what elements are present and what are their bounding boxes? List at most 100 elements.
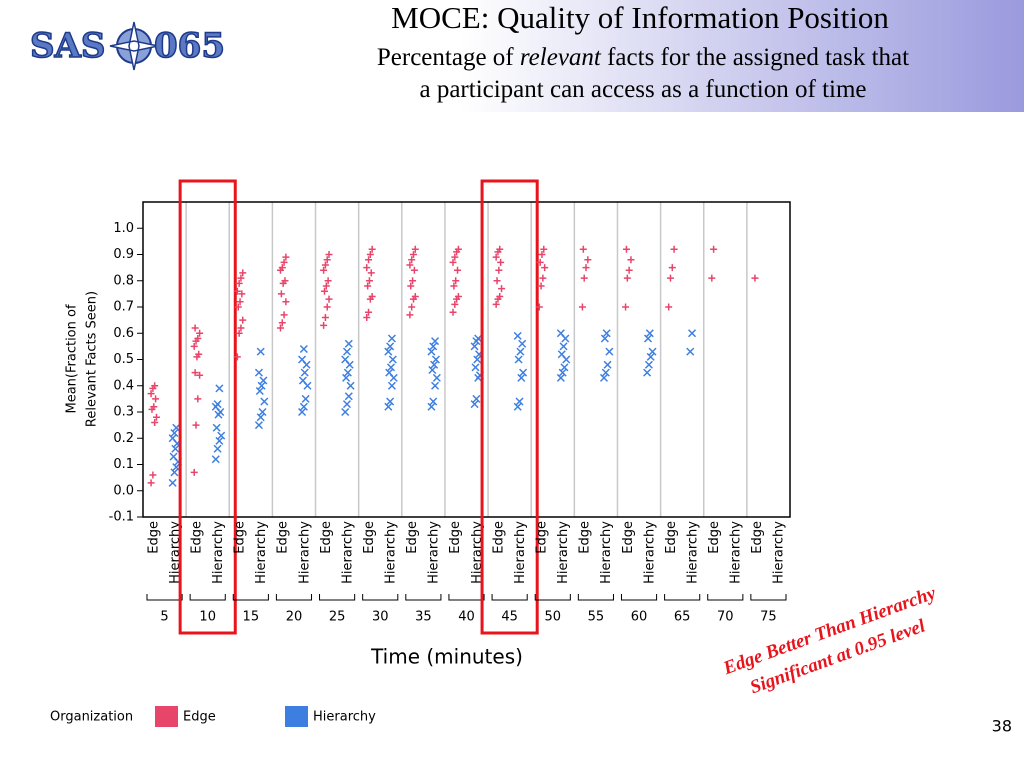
subgroup-label: Edge	[621, 521, 636, 554]
edge-point	[493, 277, 501, 285]
subgroup-label: Edge	[362, 521, 377, 554]
subgroup-label: Hierarchy	[297, 521, 312, 584]
edge-point	[579, 245, 587, 253]
y-tick-label: 0.1	[113, 457, 134, 472]
edge-point	[540, 245, 548, 253]
subtitle-emphasis: relevant	[519, 44, 601, 71]
y-tick-label: 0.3	[113, 405, 134, 420]
edge-point	[452, 277, 460, 285]
hierarchy-point	[212, 423, 221, 432]
subgroup-label: Hierarchy	[427, 521, 442, 584]
hierarchy-point	[387, 334, 396, 343]
hierarchy-point	[256, 347, 265, 356]
hierarchy-point	[429, 397, 438, 406]
edge-point	[538, 251, 546, 258]
edge-point	[406, 261, 414, 269]
hierarchy-point	[558, 368, 567, 377]
subgroup-label: Edge	[664, 521, 679, 554]
hierarchy-point	[513, 402, 522, 411]
hierarchy-point	[172, 423, 181, 432]
subgroup-label: Edge	[319, 521, 334, 554]
edge-point	[366, 251, 374, 258]
legend-label: Edge	[183, 710, 216, 725]
edge-point	[151, 419, 159, 426]
group-bracket	[750, 594, 787, 601]
edge-point	[541, 264, 549, 272]
edge-point	[539, 274, 547, 282]
edge-point	[495, 266, 503, 274]
edge-point	[625, 266, 633, 274]
hierarchy-point	[170, 468, 179, 477]
edge-point	[236, 298, 244, 306]
hierarchy-point	[427, 347, 436, 356]
edge-point	[321, 287, 329, 295]
hierarchy-point	[215, 436, 224, 445]
hierarchy-point	[388, 355, 397, 364]
hierarchy-point	[518, 339, 527, 348]
edge-point	[324, 277, 332, 285]
group-label: 60	[631, 610, 648, 625]
hierarchy-point	[171, 444, 180, 453]
group-bracket	[664, 594, 701, 601]
slide-title: MOCE: Quality of Information Position	[391, 0, 889, 35]
edge-point	[321, 314, 329, 321]
legend-swatch	[155, 706, 178, 727]
y-tick-label: 0.7	[113, 300, 134, 315]
hierarchy-point	[645, 329, 654, 338]
highlight-box	[480, 179, 539, 635]
edge-point	[152, 413, 160, 421]
hierarchy-point	[602, 329, 611, 338]
group-label: 45	[501, 610, 518, 625]
edge-point	[454, 245, 462, 253]
hierarchy-point	[517, 373, 526, 382]
hierarchy-point	[213, 444, 222, 453]
edge-point	[239, 269, 247, 277]
edge-point	[149, 471, 157, 479]
edge-point	[665, 303, 673, 311]
hierarchy-point	[254, 421, 263, 430]
hierarchy-point	[386, 342, 395, 351]
edge-point	[536, 258, 544, 266]
subgroup-label: Hierarchy	[513, 521, 528, 584]
subgroup-label: Edge	[707, 521, 722, 554]
subtitle-text: facts for the assigned task that	[607, 44, 910, 71]
subgroup-label: Hierarchy	[556, 521, 571, 584]
edge-point	[406, 311, 414, 319]
edge-point	[235, 279, 243, 287]
hierarchy-point	[168, 434, 177, 443]
hierarchy-point	[172, 463, 181, 472]
hierarchy-point	[557, 350, 566, 359]
hierarchy-point	[646, 352, 655, 361]
hierarchy-point	[470, 400, 479, 409]
edge-point	[497, 258, 505, 266]
edge-point	[408, 256, 416, 264]
hierarchy-point	[254, 368, 263, 377]
edge-point	[367, 269, 375, 277]
hierarchy-point	[342, 347, 352, 356]
edge-point	[325, 295, 333, 303]
x-axis-label: Time (minutes)	[370, 645, 523, 669]
subgroup-label: Edge	[750, 521, 765, 554]
group-bracket	[232, 594, 269, 601]
edge-point	[409, 277, 417, 285]
subgroup-label: Edge	[189, 521, 204, 554]
edge-point	[492, 300, 500, 308]
hierarchy-point	[429, 342, 438, 351]
hierarchy-point	[298, 355, 307, 364]
hierarchy-point	[514, 355, 523, 364]
hierarchy-point	[473, 355, 482, 364]
edge-point	[323, 303, 331, 311]
hierarchy-point	[643, 368, 652, 377]
hierarchy-point	[643, 334, 653, 343]
hierarchy-point	[344, 392, 353, 401]
hierarchy-point	[168, 478, 177, 487]
edge-point	[627, 256, 635, 264]
group-bracket	[620, 594, 658, 601]
edge-point	[449, 258, 457, 266]
y-tick-label: 0.2	[113, 431, 134, 446]
hierarchy-point	[559, 342, 568, 351]
hierarchy-point	[386, 397, 395, 406]
hierarchy-point	[384, 402, 393, 411]
y-tick-label: 1.0	[113, 221, 134, 236]
